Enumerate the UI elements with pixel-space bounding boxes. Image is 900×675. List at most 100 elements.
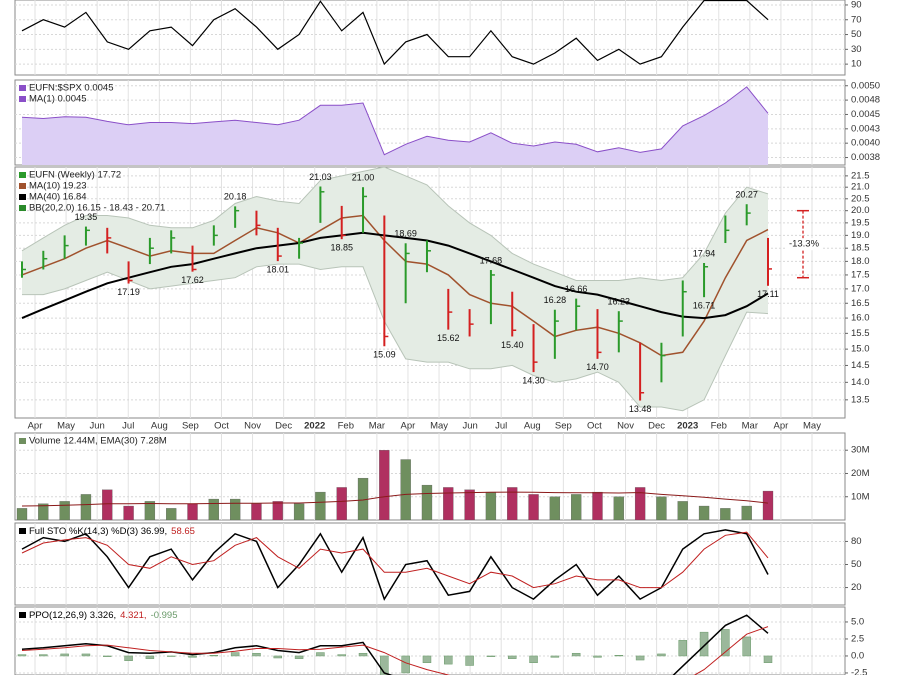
histogram-bar — [465, 655, 474, 666]
price-label: 21.03 — [309, 172, 332, 182]
legend-swatch — [19, 96, 26, 102]
x-tick-label: May — [430, 421, 448, 432]
y-tick-label: 0.0040 — [851, 138, 880, 149]
x-tick-label: Dec — [275, 421, 292, 432]
bollinger-band — [22, 167, 768, 411]
histogram-bar — [124, 655, 133, 661]
legend-part: -0.995 — [151, 610, 178, 621]
volume-bar — [229, 498, 241, 520]
volume-ema — [21, 491, 769, 507]
y-tick-label: 10 — [851, 59, 862, 70]
x-tick-label: Sep — [182, 421, 199, 432]
panel — [14, 522, 846, 606]
histogram-bar — [230, 652, 240, 657]
legend-part: 4.321, — [120, 610, 146, 621]
x-tick-label: Feb — [711, 421, 727, 432]
histogram-bar — [571, 652, 581, 657]
y-tick-label: 18.0 — [851, 256, 870, 267]
histogram-bar — [188, 655, 197, 658]
y-tick-label: 0.0038 — [851, 152, 880, 163]
histogram-bar — [763, 655, 773, 663]
panel-plot — [21, 529, 769, 601]
volume-bar — [634, 487, 646, 520]
legend-swatch — [19, 194, 26, 200]
histogram-bar — [635, 655, 645, 661]
legend-swatch — [19, 528, 26, 534]
price-label: 16.66 — [565, 284, 588, 294]
price-label: 16.71 — [693, 301, 716, 311]
x-tick-label: Aug — [524, 421, 541, 432]
y-tick-label: 20.5 — [851, 193, 870, 204]
volume-bar — [187, 503, 198, 520]
area-fill — [22, 86, 768, 165]
panel-plot — [21, 167, 772, 412]
x-tick-label: Mar — [742, 421, 758, 432]
histogram-bar — [614, 655, 624, 657]
x-tick-label: Oct — [587, 421, 602, 432]
price-label: 15.62 — [437, 333, 460, 343]
panel-plot — [17, 614, 773, 675]
volume-bar — [720, 508, 731, 520]
price-label: 14.70 — [586, 362, 609, 372]
panel-plot — [21, 0, 769, 66]
volume-bar — [38, 503, 49, 520]
bollinger-upper — [21, 167, 769, 282]
histogram-bar — [721, 629, 730, 657]
x-tick-label: Apr — [774, 421, 789, 432]
y-tick-label: 17.0 — [851, 283, 870, 294]
volume-bar — [251, 503, 262, 520]
price-label: 18.01 — [267, 264, 290, 274]
y-tick-label: 19.0 — [851, 230, 870, 241]
histogram-bar — [486, 655, 496, 657]
price-label: 17.19 — [117, 287, 140, 297]
x-tick-label: Jun — [89, 421, 104, 432]
volume-bar — [272, 501, 283, 520]
legend-label: MA(10) 19.23 — [29, 181, 87, 192]
y-tick-label: 30M — [851, 445, 870, 456]
legend-swatch — [19, 438, 26, 444]
volume-bar — [592, 491, 603, 520]
legend-label: PPO(12,26,9) 3.326, 4.321, -0.995 — [29, 610, 178, 621]
histogram-bar — [145, 655, 155, 659]
price-label: 16.23 — [608, 297, 631, 307]
price-label: 17.11 — [757, 289, 779, 299]
volume-bar — [421, 484, 433, 520]
volume-bar — [677, 501, 688, 520]
legend-swatch — [19, 205, 26, 211]
price-label: 21.00 — [352, 173, 375, 183]
panel-plot — [21, 86, 769, 165]
y-tick-label: 20M — [851, 468, 870, 479]
histogram-bar — [593, 655, 602, 658]
price-label: 18.69 — [394, 229, 417, 239]
moving-average — [21, 231, 769, 320]
x-tick-label: May — [803, 421, 821, 432]
histogram-bar — [294, 655, 304, 659]
volume-bar — [656, 496, 667, 520]
y-tick-label: 10M — [851, 491, 870, 502]
y-tick-label: 5.0 — [851, 616, 864, 627]
price-label: 17.68 — [480, 255, 503, 265]
price-label: 17.94 — [693, 248, 716, 258]
volume-bar — [571, 494, 582, 520]
x-tick-label: Mar — [369, 421, 385, 432]
x-tick-label: Nov — [617, 421, 634, 432]
x-tick-label: Jul — [122, 421, 134, 432]
histogram-bar — [529, 655, 538, 664]
price-label: 17.62 — [181, 275, 204, 285]
histogram-bar — [316, 652, 325, 657]
volume-bar — [16, 508, 28, 520]
y-tick-label: 16.5 — [851, 298, 870, 309]
volume-bar — [464, 489, 475, 520]
histogram-bar — [742, 636, 751, 657]
y-tick-label: 50 — [851, 559, 862, 570]
volume-bar — [528, 494, 539, 520]
x-tick-label: Nov — [244, 421, 261, 432]
y-tick-label: 15.5 — [851, 328, 870, 339]
price-label: 20.27 — [735, 190, 758, 200]
y-tick-label: 20.0 — [851, 205, 870, 216]
histogram-bar — [444, 655, 453, 665]
price-label: 20.18 — [224, 192, 247, 202]
legend-label: Volume 12.44M, EMA(30) 7.28M — [29, 436, 167, 447]
series-line — [21, 626, 769, 675]
volume-bar — [379, 450, 390, 520]
